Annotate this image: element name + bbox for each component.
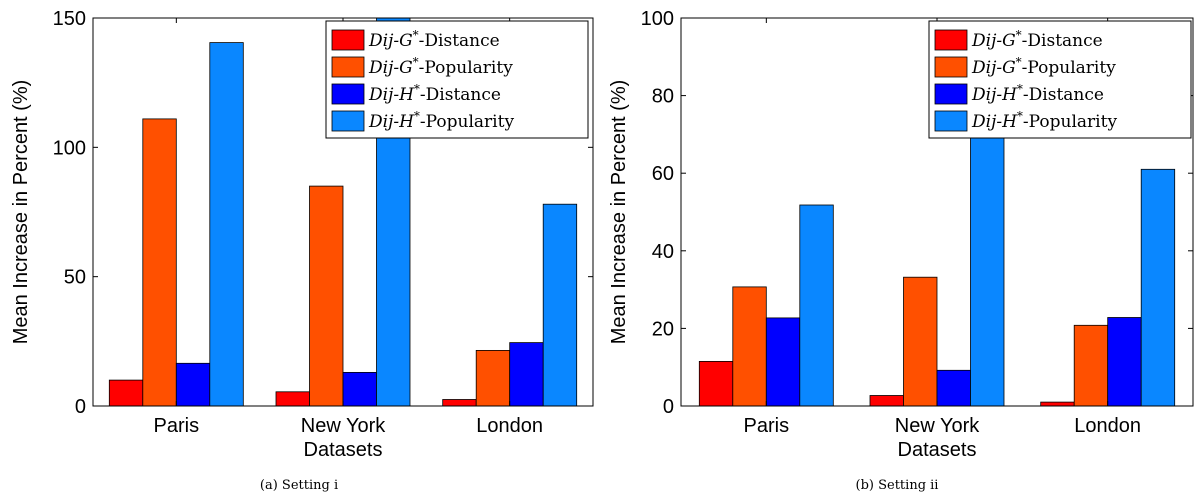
y-tick-label-b: 60 — [652, 163, 674, 185]
y-axis-label-b: Mean Increase in Percent (%) — [608, 80, 630, 345]
bar-chart-b: 0 20 40 60 80 100 Paris New York London Datasets M… — [608, 8, 1194, 461]
y-tick-label-b: 40 — [652, 241, 674, 263]
legend-swatch-b-1 — [934, 56, 968, 78]
x-tick-label-b: New York — [895, 415, 980, 437]
legend-swatch-b-0 — [934, 29, 968, 51]
bar-b-new-york-s3 — [970, 133, 1005, 407]
legend-label-b-2: Dij-H*-Distance — [971, 82, 1104, 105]
legend-b — [928, 20, 1192, 139]
bar-a-new-york-s2 — [342, 371, 377, 407]
bar-a-london-s0 — [442, 399, 477, 407]
chart-caption-b: (b) Setting ii — [855, 478, 939, 493]
bar-b-paris-s3 — [799, 204, 834, 407]
y-tick-label-a: 50 — [64, 267, 86, 289]
x-tick-label-a: London — [476, 415, 543, 437]
bar-a-london-s3 — [542, 203, 578, 407]
legend-swatch-a-2 — [331, 83, 365, 105]
y-tick-label-b: 0 — [663, 396, 674, 418]
legend-label-b-0: Dij-G*-Distance — [971, 28, 1103, 51]
y-tick-label-a: 150 — [53, 8, 86, 30]
bar-b-paris-s0 — [698, 360, 734, 407]
legend-label-a-0: Dij-G*-Distance — [368, 28, 500, 51]
legend-swatch-b-2 — [934, 83, 968, 105]
bar-a-london-s2 — [509, 342, 544, 407]
bar-b-london-s3 — [1140, 168, 1176, 407]
bar-a-paris-s1 — [142, 118, 177, 407]
bar-b-paris-s1 — [732, 286, 767, 407]
legend-swatch-a-0 — [331, 29, 365, 51]
legend-a — [325, 20, 589, 139]
x-tick-label-b: London — [1074, 415, 1141, 437]
bar-b-london-s0 — [1040, 401, 1075, 407]
bar-a-paris-s3 — [209, 42, 244, 407]
legend-label-a-2: Dij-H*-Distance — [368, 82, 501, 105]
chart-panel-b: 0 20 40 60 80 100 Paris New York London Datasets M… — [598, 0, 1196, 500]
y-axis-label-a: Mean Increase in Percent (%) — [10, 80, 32, 345]
bar-chart-a: 0 50 100 150 Paris New York London Datasets Mean… — [10, 8, 594, 461]
bar-a-paris-s0 — [108, 379, 144, 407]
x-axis-label-a: Datasets — [304, 439, 383, 461]
bar-a-new-york-s0 — [275, 391, 310, 407]
legend-swatch-a-3 — [331, 110, 365, 132]
legend-swatch-a-1 — [331, 56, 365, 78]
bar-b-new-york-s2 — [936, 369, 971, 407]
x-tick-label-b: Paris — [744, 415, 790, 437]
legend-swatch-b-3 — [934, 110, 968, 132]
x-axis-label-b: Datasets — [898, 439, 977, 461]
legend-label-a-1: Dij-G*-Popularity — [368, 55, 513, 78]
y-tick-label-a: 100 — [53, 137, 86, 159]
bar-b-london-s1 — [1073, 324, 1109, 407]
x-tick-label-a: Paris — [154, 415, 200, 437]
y-tick-label-b: 20 — [652, 318, 674, 340]
legend-label-a-3: Dij-H*-Popularity — [368, 109, 514, 132]
x-tick-label-a: New York — [301, 415, 386, 437]
bar-b-london-s2 — [1107, 317, 1142, 407]
legend-label-b-3: Dij-H*-Popularity — [971, 109, 1117, 132]
legend-label-b-1: Dij-G*-Popularity — [971, 55, 1116, 78]
bar-a-new-york-s1 — [309, 185, 344, 407]
bar-b-new-york-s1 — [903, 276, 938, 407]
bar-b-paris-s2 — [765, 317, 801, 407]
bar-a-paris-s2 — [175, 362, 211, 407]
chart-panel-a: 0 50 100 150 Paris New York London Datasets Mean… — [10, 8, 594, 493]
y-tick-label-b: 80 — [652, 86, 674, 108]
bar-b-new-york-s0 — [869, 395, 904, 407]
chart-caption-a: (a) Setting i — [259, 478, 339, 493]
bar-a-london-s1 — [475, 349, 511, 407]
y-tick-label-a: 0 — [75, 396, 86, 418]
y-tick-label-b: 100 — [641, 8, 674, 30]
